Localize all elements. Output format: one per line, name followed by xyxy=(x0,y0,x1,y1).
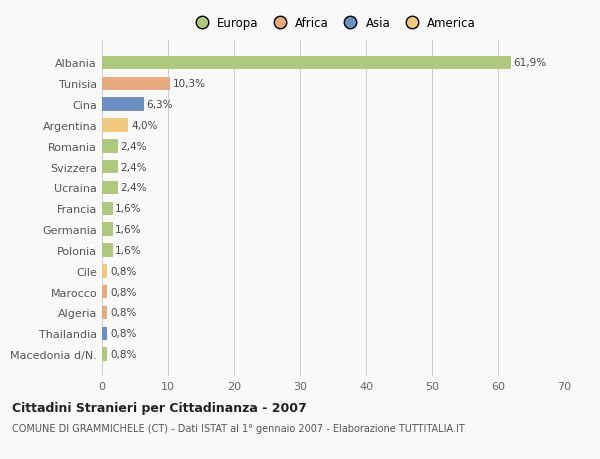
Bar xyxy=(102,181,118,195)
Text: 2,4%: 2,4% xyxy=(121,183,147,193)
Bar xyxy=(102,223,113,236)
Text: 0,8%: 0,8% xyxy=(110,329,136,339)
Text: 0,8%: 0,8% xyxy=(110,266,136,276)
Text: 1,6%: 1,6% xyxy=(115,204,142,214)
Bar xyxy=(102,98,143,112)
Text: Cittadini Stranieri per Cittadinanza - 2007: Cittadini Stranieri per Cittadinanza - 2… xyxy=(12,401,307,414)
Text: 4,0%: 4,0% xyxy=(131,121,157,131)
Text: 61,9%: 61,9% xyxy=(513,58,547,68)
Text: 6,3%: 6,3% xyxy=(146,100,173,110)
Text: 0,8%: 0,8% xyxy=(110,287,136,297)
Text: 1,6%: 1,6% xyxy=(115,224,142,235)
Bar xyxy=(102,161,118,174)
Bar xyxy=(102,202,113,216)
Text: 0,8%: 0,8% xyxy=(110,349,136,359)
Text: 0,8%: 0,8% xyxy=(110,308,136,318)
Bar xyxy=(102,140,118,153)
Text: 10,3%: 10,3% xyxy=(173,79,206,89)
Legend: Europa, Africa, Asia, America: Europa, Africa, Asia, America xyxy=(187,14,479,34)
Bar xyxy=(102,56,511,70)
Bar xyxy=(102,77,170,91)
Bar xyxy=(102,347,107,361)
Text: COMUNE DI GRAMMICHELE (CT) - Dati ISTAT al 1° gennaio 2007 - Elaborazione TUTTIT: COMUNE DI GRAMMICHELE (CT) - Dati ISTAT … xyxy=(12,424,465,433)
Text: 2,4%: 2,4% xyxy=(121,162,147,172)
Bar xyxy=(102,244,113,257)
Text: 2,4%: 2,4% xyxy=(121,141,147,151)
Text: 1,6%: 1,6% xyxy=(115,246,142,255)
Bar xyxy=(102,327,107,341)
Bar xyxy=(102,285,107,299)
Bar xyxy=(102,306,107,319)
Bar xyxy=(102,264,107,278)
Bar xyxy=(102,119,128,133)
